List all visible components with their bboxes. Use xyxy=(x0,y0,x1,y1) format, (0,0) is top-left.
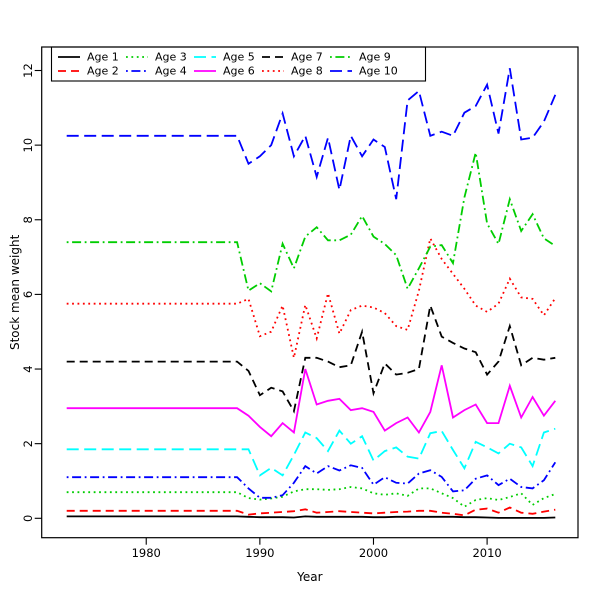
legend-label-age-7: Age 7 xyxy=(291,51,323,64)
series-line-age-5 xyxy=(66,427,556,477)
y-tick-label: 6 xyxy=(21,291,35,298)
legend-label-age-3: Age 3 xyxy=(155,51,187,64)
series-line-age-6 xyxy=(66,365,557,438)
y-axis-title: Stock mean weight xyxy=(8,234,22,350)
series-line-age-1 xyxy=(66,515,556,519)
legend-label-age-10: Age 10 xyxy=(359,65,398,78)
x-tick-label: 2010 xyxy=(472,546,501,560)
series-line-age-7 xyxy=(66,302,556,414)
x-axis-title: Year xyxy=(296,570,322,584)
y-tick-label: 8 xyxy=(21,216,35,223)
legend-box xyxy=(50,46,427,82)
y-tick-label: 4 xyxy=(21,365,35,372)
x-tick-label: 1990 xyxy=(245,546,274,560)
series-line-age-3 xyxy=(66,486,556,508)
x-tick-label: 2000 xyxy=(359,546,388,560)
legend-label-age-2: Age 2 xyxy=(87,65,119,78)
series-line-age-8 xyxy=(66,235,557,358)
legend-label-age-9: Age 9 xyxy=(359,51,391,64)
legend-label-age-6: Age 6 xyxy=(223,65,255,78)
y-tick-label: 12 xyxy=(21,63,35,78)
x-tick-label: 1980 xyxy=(132,546,161,560)
y-tick-label: 10 xyxy=(21,138,35,153)
y-tick-label: 2 xyxy=(21,440,35,447)
series-line-age-2 xyxy=(66,506,556,517)
legend-label-age-5: Age 5 xyxy=(223,51,255,64)
legend-label-age-1: Age 1 xyxy=(87,51,119,64)
legend-label-age-4: Age 4 xyxy=(155,65,187,78)
series-line-age-4 xyxy=(66,461,557,499)
plot-border xyxy=(41,46,579,539)
series-line-age-9 xyxy=(66,152,556,293)
y-tick-label: 0 xyxy=(21,515,35,522)
legend-label-age-8: Age 8 xyxy=(291,65,323,78)
series-line-age-10 xyxy=(66,68,557,200)
